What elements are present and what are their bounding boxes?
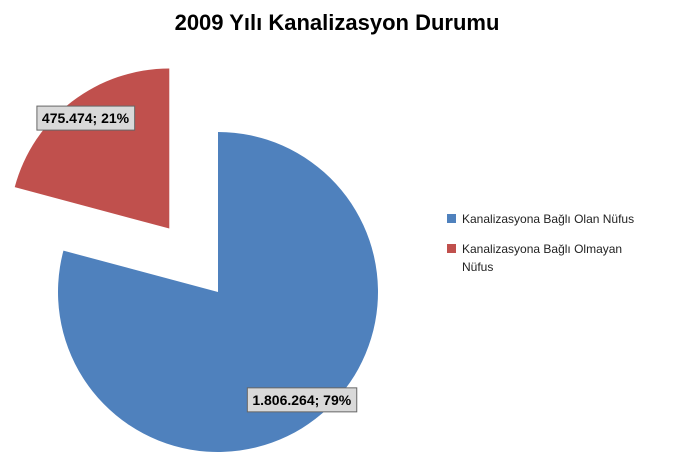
legend-swatch (447, 244, 456, 253)
label-box (246, 387, 358, 413)
legend-swatch (447, 214, 456, 223)
label-box (36, 105, 136, 131)
chart-title: 2009 Yılı Kanalizasyon Durumu (175, 10, 500, 35)
value-label: 475.474; 21% (42, 110, 130, 126)
legend-label: Kanalizasyona Bağlı Olmayan Nüfus (462, 242, 623, 274)
legend-item: Kanalizasyona Bağlı Olmayan Nüfus (447, 240, 647, 276)
pie-slice (14, 68, 170, 229)
value-label: 1.806.264; 79% (252, 392, 351, 408)
legend-label: Kanalizasyona Bağlı Olan Nüfus (462, 212, 635, 226)
pie-slice (58, 132, 378, 452)
legend: Kanalizasyona Bağlı Olan Nüfus Kanalizasy… (447, 210, 647, 288)
legend-item: Kanalizasyona Bağlı Olan Nüfus (447, 210, 647, 228)
